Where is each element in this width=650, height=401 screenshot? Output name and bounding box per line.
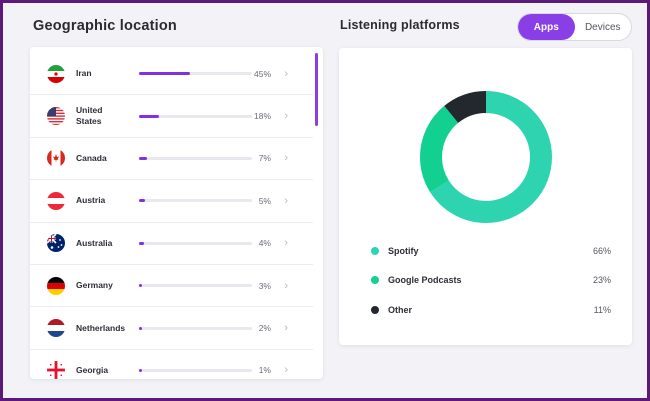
flag-iran-icon xyxy=(47,64,65,83)
country-percent: 7% xyxy=(258,153,271,164)
flag-united-states-icon xyxy=(47,107,65,126)
country-percent: 45% xyxy=(253,68,271,79)
platforms-legend: Spotify 66% Google Podcasts 23% Other 11% xyxy=(371,236,611,325)
chevron-right-icon[interactable]: › xyxy=(284,364,288,377)
country-percent: 3% xyxy=(258,280,271,291)
chevron-right-icon[interactable]: › xyxy=(284,152,288,165)
legend-value: 66% xyxy=(592,245,611,256)
country-name: United States xyxy=(76,105,103,127)
legend-dot-icon xyxy=(371,246,379,255)
country-name: Canada xyxy=(76,152,107,163)
listening-platforms-title: Listening platforms xyxy=(340,18,460,32)
apps-devices-toggle: Apps Devices xyxy=(517,13,632,41)
country-name: Netherlands xyxy=(76,322,126,333)
country-percent: 18% xyxy=(253,111,271,122)
legend-label: Google Podcasts xyxy=(388,275,462,286)
legend-label: Spotify xyxy=(388,245,419,256)
country-share-bar xyxy=(139,326,142,330)
country-percent: 1% xyxy=(258,365,271,376)
chevron-right-icon[interactable]: › xyxy=(284,322,288,335)
country-name: Iran xyxy=(76,68,92,79)
legend-item: Google Podcasts 23% xyxy=(371,266,611,296)
country-row[interactable]: Iran 45% › xyxy=(30,53,313,96)
country-row[interactable]: Canada 7% › xyxy=(30,138,313,181)
flag-georgia-icon xyxy=(47,361,65,379)
flag-austria-icon xyxy=(47,191,65,210)
country-share-bar-track xyxy=(139,284,252,288)
legend-label: Other xyxy=(388,304,413,315)
country-share-bar xyxy=(139,72,190,76)
country-percent: 5% xyxy=(258,195,271,206)
country-row[interactable]: Netherlands 2% › xyxy=(30,307,313,350)
legend-item: Spotify 66% xyxy=(371,236,611,266)
country-name: Germany xyxy=(76,280,113,291)
legend-dot-icon xyxy=(371,276,379,285)
donut-segment-google-podcasts[interactable] xyxy=(420,91,552,223)
geographic-location-card: Iran 45% › United States 18% › Canada 7% › Austri… xyxy=(30,47,323,379)
chevron-right-icon[interactable]: › xyxy=(284,237,288,250)
country-name: Australia xyxy=(76,237,113,248)
country-share-bar xyxy=(139,114,159,118)
country-list: Iran 45% › United States 18% › Canada 7% › Austri… xyxy=(30,53,313,379)
country-share-bar-track xyxy=(139,326,252,330)
devices-tab[interactable]: Devices xyxy=(584,21,621,33)
platforms-donut-chart xyxy=(420,91,552,223)
flag-australia-icon xyxy=(47,234,65,253)
country-share-bar xyxy=(139,156,147,160)
country-row[interactable]: Germany 3% › xyxy=(30,265,313,308)
legend-dot-icon xyxy=(371,305,379,314)
chevron-right-icon[interactable]: › xyxy=(284,110,288,123)
legend-value: 23% xyxy=(592,275,611,286)
geographic-location-title: Geographic location xyxy=(33,18,177,34)
apps-tab[interactable]: Apps xyxy=(518,14,575,40)
country-percent: 4% xyxy=(258,238,271,249)
flag-canada-icon xyxy=(47,149,65,168)
country-share-bar-track xyxy=(139,199,252,203)
country-row[interactable]: Austria 5% › xyxy=(30,180,313,223)
country-row[interactable]: United States 18% › xyxy=(30,95,313,138)
legend-item: Other 11% xyxy=(371,295,611,325)
listening-platforms-card: Spotify 66% Google Podcasts 23% Other 11% xyxy=(339,48,632,345)
donut-segment-other[interactable] xyxy=(420,91,552,223)
country-share-bar xyxy=(139,284,142,288)
legend-value: 11% xyxy=(593,304,611,315)
country-row[interactable]: Georgia 1% › xyxy=(30,350,313,379)
country-share-bar xyxy=(139,368,142,372)
country-name: Georgia xyxy=(76,364,109,375)
chevron-right-icon[interactable]: › xyxy=(284,67,288,80)
country-share-bar xyxy=(139,199,145,203)
flag-netherlands-icon xyxy=(47,319,65,338)
country-share-bar-track xyxy=(139,368,252,372)
flag-germany-icon xyxy=(47,276,65,295)
country-share-bar-track xyxy=(139,156,252,160)
country-share-bar-track xyxy=(139,72,252,76)
country-list-scrollbar[interactable] xyxy=(315,53,318,126)
country-row[interactable]: Australia 4% › xyxy=(30,223,313,265)
chevron-right-icon[interactable]: › xyxy=(284,194,288,207)
country-name: Austria xyxy=(76,195,106,206)
country-share-bar-track xyxy=(139,241,252,245)
country-share-bar xyxy=(139,241,144,245)
country-percent: 2% xyxy=(258,323,271,334)
chevron-right-icon[interactable]: › xyxy=(284,279,288,292)
country-share-bar-track xyxy=(139,114,252,118)
